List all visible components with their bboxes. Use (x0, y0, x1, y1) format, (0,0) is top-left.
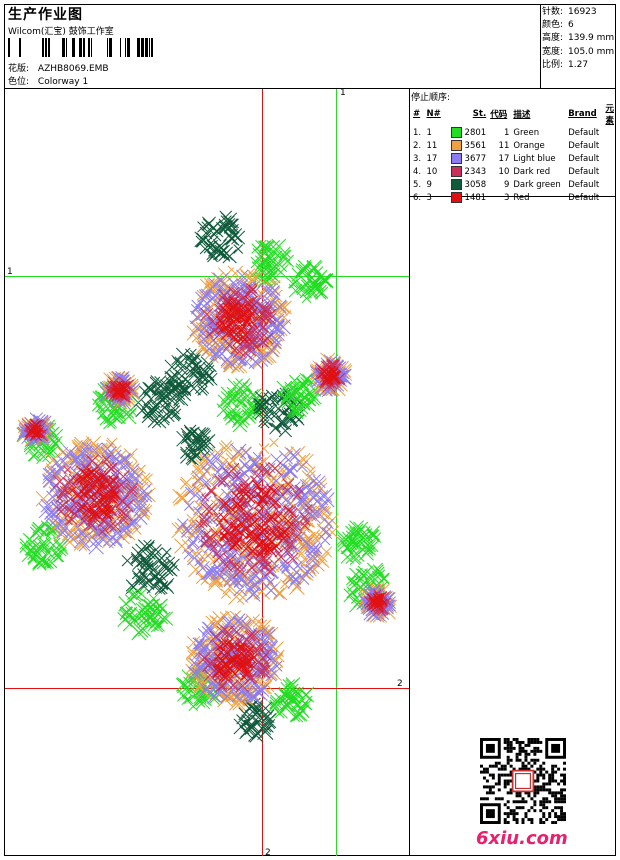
row-description: Light blue (513, 153, 556, 164)
table-row: 5. 9 3058 9 Dark green Default (411, 178, 616, 191)
page-title: 生产作业图 (8, 7, 83, 23)
guide-label-green-top: 1 (340, 88, 346, 98)
row-index: 4. (413, 166, 422, 177)
height-value: 139.9 mm (568, 33, 615, 44)
site-logo: 6xiu.com (476, 828, 568, 849)
table-header-row: # N# St. 代码 描述 Brand 元素 (413, 104, 614, 126)
row-stitch-code: 1481 (464, 193, 487, 203)
row-index: 1. (413, 127, 422, 138)
row-index: 3. (413, 153, 422, 164)
row-needle: 3 (426, 192, 432, 203)
guide-green-horizontal (5, 276, 409, 277)
table-row: 3. 17 3677 17 Light blue Default (411, 152, 616, 165)
row-description: Orange (513, 140, 545, 151)
stat-row: 针数: 16923 (542, 7, 597, 17)
row-brand: Default (568, 179, 600, 190)
row-code: 1 (503, 127, 510, 138)
table-row: 2. 11 3561 11 Orange Default (411, 139, 616, 152)
row-swatch-st: 3561 (449, 139, 489, 152)
scale-value: 1.27 (568, 59, 589, 70)
row-index: 2. (413, 140, 422, 151)
row-description: Green (513, 127, 540, 138)
stat-row: 高度: 139.9 mm (542, 33, 615, 44)
row-stitch-code: 2801 (464, 128, 487, 138)
guide-label-red-right: 2 (397, 679, 403, 689)
stoplist-divider (409, 196, 616, 197)
stats-divider (540, 4, 541, 88)
colorway-row: 色位: Colorway 1 (8, 74, 88, 87)
row-brand: Default (568, 153, 600, 164)
row-needle: 11 (426, 140, 438, 151)
row-code: 17 (498, 153, 510, 164)
row-stitch-code: 3058 (464, 180, 487, 190)
qr-code (480, 738, 566, 824)
header-divider (4, 88, 616, 89)
width-value: 105.0 mm (568, 46, 615, 57)
guide-label-green-left: 1 (7, 267, 13, 277)
stat-row: 比例: 1.27 (542, 59, 589, 70)
row-code: 10 (498, 166, 510, 177)
row-code: 11 (498, 140, 510, 151)
guide-label-red-bottom: 2 (265, 848, 271, 858)
color-swatch (450, 192, 462, 203)
row-brand: Default (568, 192, 600, 203)
design-file: AZHB8069.EMB (37, 64, 109, 74)
colorway-value: Colorway 1 (37, 77, 89, 87)
row-swatch-st: 2343 (449, 165, 489, 178)
stop-sequence-title: 停止顺序: (411, 93, 451, 103)
stop-sequence-panel: 停止顺序: # N# St. 代码 描述 Brand 元素 1. 1 2801 1 Gr… (411, 90, 616, 204)
table-row: 6. 3 1481 3 Red Default (411, 191, 616, 204)
design-row: 花版: AZHB8069.EMB (8, 61, 109, 74)
row-brand: Default (568, 127, 600, 138)
row-stitch-code: 3561 (464, 141, 487, 151)
colorway-label: 色位: (8, 77, 30, 87)
stats-panel: 针数: 16923 颜色: 6 高度: 139.9 mm 宽度: 105.0 mm 比例… (542, 6, 614, 72)
panel-divider (409, 88, 410, 856)
row-description: Dark red (513, 166, 551, 177)
guide-green-vertical (336, 89, 337, 856)
row-swatch-st: 3677 (449, 152, 489, 165)
color-swatch (450, 140, 462, 151)
row-needle: 10 (426, 166, 438, 177)
row-description: Red (513, 192, 530, 203)
studio-subtitle: Wilcom(汇宝) 鼓饰工作室 (8, 27, 114, 37)
stat-row: 颜色: 6 (542, 20, 574, 31)
stop-sequence-table: # N# St. 代码 描述 Brand 元素 1. 1 2801 1 Green Def… (411, 102, 616, 204)
table-row: 1. 1 2801 1 Green Default (411, 126, 616, 139)
stitch-count: 16923 (568, 7, 597, 17)
row-swatch-st: 3058 (449, 178, 489, 191)
row-needle: 17 (426, 153, 438, 164)
row-needle: 1 (426, 127, 432, 138)
table-row: 4. 10 2343 10 Dark red Default (411, 165, 616, 178)
row-swatch-st: 1481 (449, 191, 489, 204)
stat-row: 宽度: 105.0 mm (542, 46, 615, 57)
color-swatch (450, 127, 462, 138)
barcode (8, 38, 153, 57)
row-stitch-code: 2343 (464, 167, 487, 177)
row-brand: Default (568, 140, 600, 151)
color-swatch (450, 166, 462, 177)
row-swatch-st: 2801 (449, 126, 489, 139)
row-needle: 9 (426, 179, 432, 190)
row-code: 9 (503, 179, 510, 190)
design-label: 花版: (8, 64, 30, 74)
row-code: 3 (503, 192, 510, 203)
row-index: 6. (413, 192, 422, 203)
color-swatch (450, 179, 462, 190)
color-swatch (450, 153, 462, 164)
row-brand: Default (568, 166, 600, 177)
page-frame (4, 4, 616, 856)
row-description: Dark green (513, 179, 561, 190)
row-index: 5. (413, 179, 422, 190)
row-stitch-code: 3677 (464, 154, 487, 164)
color-count: 6 (568, 20, 574, 31)
